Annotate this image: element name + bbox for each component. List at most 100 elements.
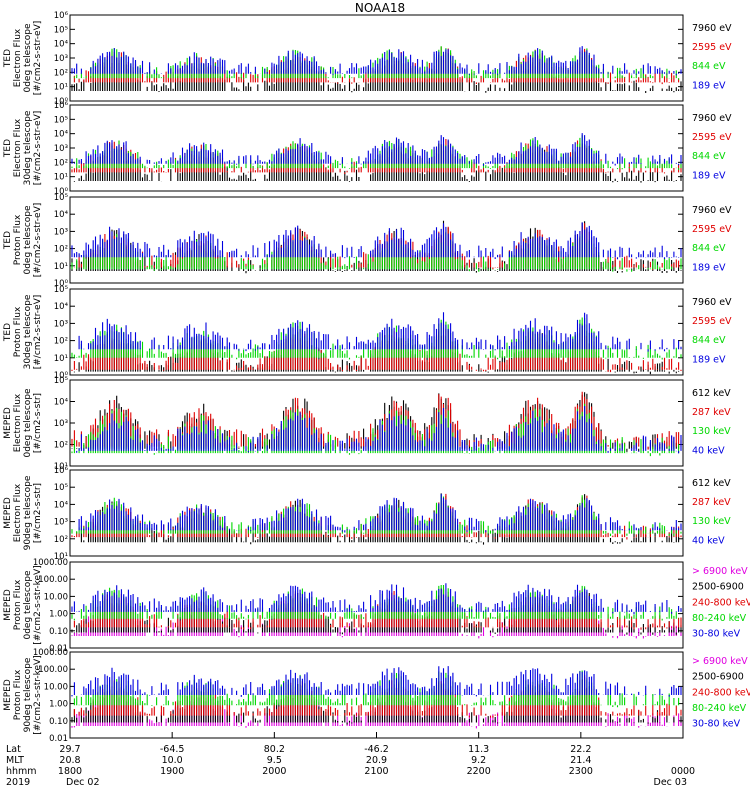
y-axis-label-line: Electron Flux xyxy=(13,483,23,542)
y-tick-label: 10⁵ xyxy=(54,25,68,35)
series-2595-ev xyxy=(73,223,680,270)
y-axis-label-line: 90deg telescope xyxy=(23,475,33,550)
y-tick-label: 1.00 xyxy=(49,700,68,710)
panel-frame xyxy=(69,561,684,649)
series-189-ev xyxy=(71,222,682,260)
y-tick-label: 10⁴ xyxy=(54,40,69,50)
panel-frame xyxy=(69,288,684,376)
y-axis-label-line: [#/cm2-s-str-eV] xyxy=(33,21,43,96)
y-tick-label: 10⁵ xyxy=(54,115,68,125)
y-tick-label: 10⁴ xyxy=(54,500,69,510)
y-tick-label: 10³ xyxy=(54,319,68,329)
x-tick-label-lat: 11.3 xyxy=(468,744,489,755)
x-tick-label-lat: -64.5 xyxy=(160,744,185,755)
series-40-kev xyxy=(76,406,682,454)
y-axis-label-line: [#/cm2-s-str] xyxy=(33,393,43,453)
y-tick-label: 10² xyxy=(54,68,68,78)
panel-ted-e-0: 10⁰ 10¹ 10² 10³ 10⁴ 10⁵ 10⁶ TED Electron Flux 0de… xyxy=(3,11,732,107)
x-row-label: MLT xyxy=(6,755,24,766)
legend-entry: 130 keV xyxy=(692,426,731,437)
plot-title: NOAA18 xyxy=(355,1,405,15)
y-tick-label: 1000.00 xyxy=(33,648,68,658)
x-row-label: Lat xyxy=(6,744,21,755)
y-tick-label: 10¹ xyxy=(54,83,68,93)
legend-entry: 240-800 keV xyxy=(692,687,750,698)
legend-entry: 844 eV xyxy=(692,151,726,162)
y-tick-label: 10² xyxy=(54,245,68,255)
x-tick-label-mlt: 9.5 xyxy=(267,755,282,766)
y-axis-label-line: [#/cm2-s-str] xyxy=(33,483,43,543)
x-tick-label-hhmm: 1900 xyxy=(160,766,184,777)
y-tick-label: 10² xyxy=(54,337,68,347)
panel-ted-p-30: 10⁰ 10¹ 10² 10³ 10⁴ 10⁵ TED Proton Flux 30deg te… xyxy=(3,285,732,381)
y-tick-label: 10⁴ xyxy=(54,398,69,408)
x-row-label: 2019 xyxy=(6,777,30,788)
legend-entry: 844 eV xyxy=(692,243,726,254)
y-tick-label: 0.10 xyxy=(49,627,68,637)
y-tick-label: 10.00 xyxy=(44,682,68,692)
legend-entry: 7960 eV xyxy=(692,297,732,308)
y-axis-label-line: MEPED xyxy=(3,497,13,529)
legend-entry: 287 keV xyxy=(692,497,731,508)
y-tick-label: 10³ xyxy=(54,518,68,528)
y-axis-label-line: 0deg telescope xyxy=(23,23,33,93)
y-axis-label-line: [#/cm2-s-str-keV] xyxy=(33,565,43,644)
y-axis-label-line: 30deg telescope xyxy=(23,110,33,185)
series-40-kev xyxy=(78,493,682,533)
y-tick-label: 10⁴ xyxy=(54,130,69,140)
y-tick-label: 10¹ xyxy=(54,262,68,272)
y-axis-label-line: [#/cm2-s-str-eV] xyxy=(33,295,43,370)
legend-entry: 2500-6900 xyxy=(692,672,744,683)
y-tick-label: 10⁰ xyxy=(54,97,69,107)
panel-meped-e-0: 10¹ 10² 10³ 10⁴ 10⁵ MEPED Electron Flux 0deg te… xyxy=(3,376,731,472)
y-tick-label: 1.00 xyxy=(49,610,68,620)
y-axis-label-line: 0deg telescope xyxy=(23,388,33,458)
panel-frame xyxy=(69,196,684,284)
x-row-label: hhmm xyxy=(6,766,37,777)
x-tick-label-lat: -46.2 xyxy=(364,744,389,755)
series-80-240-kev xyxy=(73,670,680,708)
y-tick-label: 10⁵ xyxy=(54,376,68,386)
y-axis-label-line: TED xyxy=(3,323,13,342)
x-tick-label-mlt: 20.8 xyxy=(59,755,80,766)
y-tick-label: 10² xyxy=(54,535,68,545)
y-tick-label: 10.00 xyxy=(44,592,68,602)
y-axis-label-line: Electron Flux xyxy=(13,393,23,452)
panel-meped-p-0: 0.01 0.10 1.00 10.00 100.00 1000.00 MEPED Proto… xyxy=(3,558,750,654)
legend-entry: 2595 eV xyxy=(692,316,732,327)
series-7960-ev xyxy=(73,323,680,375)
y-axis-label-line: MEPED xyxy=(3,679,13,711)
legend-entry: 2595 eV xyxy=(692,42,732,53)
legend-entry: > 6900 keV xyxy=(692,566,748,577)
legend-entry: 130 keV xyxy=(692,516,731,527)
series-2595-ev xyxy=(73,46,680,85)
y-axis-label-line: 0deg telescope xyxy=(23,570,33,640)
legend-entry: 612 keV xyxy=(692,478,731,489)
y-tick-label: 10⁶ xyxy=(54,11,69,21)
legend-entry: 2595 eV xyxy=(692,132,732,143)
y-axis-label-line: MEPED xyxy=(3,407,13,439)
legend-entry: 240-800 keV xyxy=(692,597,750,608)
y-tick-label: 0.01 xyxy=(49,734,68,744)
y-axis-label-line: [#/cm2-s-str-eV] xyxy=(33,203,43,278)
x-tick-label-date: Dec 02 xyxy=(66,777,100,788)
y-tick-label: 100.00 xyxy=(38,575,68,585)
y-tick-label: 10⁰ xyxy=(54,279,69,289)
series-189-ev xyxy=(71,133,682,166)
y-axis-label-line: 0deg telescope xyxy=(23,205,33,275)
x-tick-label-mlt: 21.4 xyxy=(570,755,591,766)
y-tick-label: 10² xyxy=(54,441,68,451)
y-axis-label-line: MEPED xyxy=(3,589,13,621)
y-tick-label: 10⁴ xyxy=(54,302,69,312)
x-tick-label-hhmm: 1800 xyxy=(58,766,82,777)
legend-entry: 7960 eV xyxy=(692,113,732,124)
legend-entry: 7960 eV xyxy=(692,23,732,34)
legend-entry: 80-240 keV xyxy=(692,613,747,624)
panel-frame xyxy=(69,469,684,557)
y-tick-label: 10¹ xyxy=(54,552,68,562)
panel-meped-p-90: 0.01 0.10 1.00 10.00 100.00 1000.00 MEPED Proto… xyxy=(3,648,750,744)
series-189-ev xyxy=(78,312,682,352)
